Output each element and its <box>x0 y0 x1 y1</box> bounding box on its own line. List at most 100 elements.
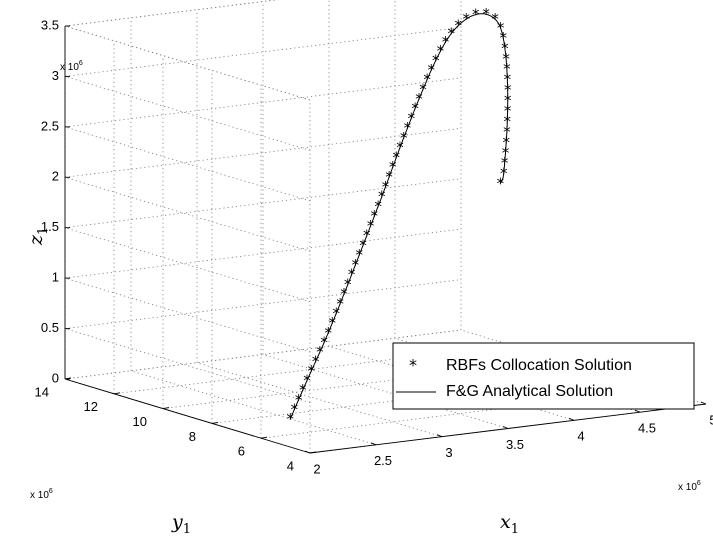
rbf-marker-11: * <box>332 305 340 323</box>
grid-wall-left-z-4 <box>64 176 311 252</box>
rbf-marker-27: * <box>393 148 401 166</box>
rbf-marker-12: * <box>336 295 344 313</box>
x-tick-mark-0 <box>304 450 311 454</box>
rbf-marker-59: * <box>501 154 509 172</box>
rbf-marker-3: * <box>299 381 307 399</box>
rbf-marker-44: * <box>482 5 490 23</box>
rbf-marker-31: * <box>407 109 415 127</box>
rbf-marker-30: * <box>404 119 412 137</box>
series-layer: ****************************************… <box>287 5 513 428</box>
rbf-marker-26: * <box>389 158 397 176</box>
rbf-marker-37: * <box>432 52 440 70</box>
x-tick-label-3: 3.5 <box>506 437 524 452</box>
rbf-marker-40: * <box>448 25 456 43</box>
x-tick-mark-4 <box>568 417 575 421</box>
fg-analytical-line <box>289 13 509 420</box>
rbf-marker-2: * <box>295 391 303 409</box>
x-tick-label-5: 4.5 <box>638 421 656 436</box>
rbf-marker-32: * <box>411 100 419 118</box>
rbf-marker-23: * <box>378 188 386 206</box>
rbf-marker-49: * <box>502 50 510 68</box>
rbf-marker-60: * <box>500 165 508 183</box>
rbf-marker-19: * <box>363 227 371 245</box>
y-tick-mark-2 <box>211 421 219 424</box>
y-tick-mark-0 <box>309 451 317 454</box>
y-exponent-label: x 106 <box>30 488 53 501</box>
legend-entry-rbfs: RBFs Collocation Solution <box>446 357 632 374</box>
grid-wall-left-z-5 <box>64 126 311 202</box>
grid-floor-x-3 <box>262 354 509 429</box>
rbf-marker-34: * <box>419 80 427 98</box>
rbf-marker-39: * <box>442 33 450 51</box>
grid-wall-left-z-6 <box>64 76 311 151</box>
rbf-marker-56: * <box>503 123 511 141</box>
grid-floor-x-2 <box>196 362 443 438</box>
rbf-marker-14: * <box>344 275 352 293</box>
rbf-marker-10: * <box>328 314 336 332</box>
rbf-marker-42: * <box>463 10 471 28</box>
rbf-marker-13: * <box>340 285 348 303</box>
rbf-marker-24: * <box>382 178 390 196</box>
rbf-marker-54: * <box>504 102 512 120</box>
rbf-marker-47: * <box>500 29 508 47</box>
rbf-marker-58: * <box>502 144 510 162</box>
x-tick-mark-3 <box>502 426 509 429</box>
z-tick-label-3: 1.5 <box>41 219 59 234</box>
grid-top-left <box>64 25 311 101</box>
rbf-marker-20: * <box>367 217 375 235</box>
z-tick-label-4: 2 <box>52 169 59 184</box>
grid-wall-left-z-2 <box>64 277 311 353</box>
z-tick-label-5: 2.5 <box>41 118 59 133</box>
rbf-marker-15: * <box>348 266 356 284</box>
rbf-marker-8: * <box>320 334 328 352</box>
grid-wall-left-z-3 <box>64 227 311 303</box>
rbf-marker-0: * <box>287 410 295 428</box>
x-tick-label-4: 4 <box>577 429 584 444</box>
legend-entry-fg: F&G Analytical Solution <box>446 383 613 400</box>
rbf-marker-57: * <box>503 133 511 151</box>
rbf-marker-45: * <box>491 10 499 28</box>
y-axis-line <box>64 378 311 454</box>
rbf-marker-41: * <box>455 17 463 35</box>
x-tick-label-6: 5 <box>709 412 713 427</box>
rbf-marker-52: * <box>504 81 512 99</box>
rbf-marker-18: * <box>359 236 367 254</box>
x-tick-label-1: 2.5 <box>374 453 392 468</box>
rbf-marker-35: * <box>423 71 431 89</box>
y-tick-label-0: 4 <box>287 458 294 473</box>
rbf-marker-1: * <box>291 400 299 418</box>
z-axis-label: z1 <box>25 227 51 246</box>
y-tick-label-4: 12 <box>84 399 98 414</box>
rbf-marker-43: * <box>472 6 480 24</box>
y-tick-mark-4 <box>113 392 121 395</box>
rbf-marker-53: * <box>504 92 512 110</box>
grid-wall-right-z-2 <box>64 228 462 279</box>
rbf-marker-55: * <box>504 113 512 131</box>
rbf-marker-50: * <box>503 60 511 78</box>
rbf-marker-33: * <box>415 90 423 108</box>
grid-floor-x-1 <box>130 370 377 446</box>
tick-labels: 0 0.5 1 1.5 2 2.5 3 3.5 4 6 8 10 12 14 2 2.5 3 3.5 4 4.5 5 <box>35 17 713 476</box>
grid-wall-left-z-1 <box>64 328 311 403</box>
legend: * RBFs Collocation Solution F&G Analytic… <box>392 342 695 410</box>
rbf-marker-38: * <box>437 42 445 60</box>
rbf-marker-21: * <box>371 207 379 225</box>
rbf-marker-46: * <box>497 19 505 37</box>
grid-wall-right-z-0 <box>64 329 462 380</box>
z-tick-label-6: 3 <box>52 68 59 83</box>
rbf-marker-17: * <box>355 246 363 264</box>
x-tick-label-2: 3 <box>445 445 452 460</box>
rbf-marker-16: * <box>352 256 360 274</box>
y-tick-mark-1 <box>260 436 268 439</box>
grid-wall-right-z-1 <box>64 279 462 329</box>
z-exponent-label: x 106 <box>60 60 83 73</box>
rbf-marker-36: * <box>428 61 436 79</box>
x-tick-mark-2 <box>436 434 443 438</box>
z-tick-label-7: 3.5 <box>41 17 59 32</box>
x-axis-label: x1 <box>500 511 519 537</box>
rbf-marker-6: * <box>312 353 320 371</box>
rbf-marker-48: * <box>501 39 509 57</box>
x-tick-mark-6 <box>700 401 707 405</box>
x-tick-mark-5 <box>634 409 641 413</box>
